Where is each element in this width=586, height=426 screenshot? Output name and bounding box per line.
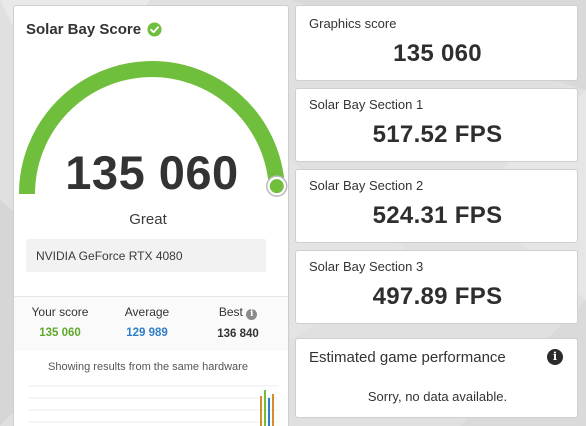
section-1-value: 517.52 FPS (372, 121, 503, 148)
section-3-value: 497.89 FPS (372, 283, 503, 310)
section-3-label: Solar Bay Section 3 (309, 259, 424, 274)
best-stat: Best i 136 840 (203, 305, 273, 340)
section-2-value: 524.31 FPS (372, 202, 503, 229)
graphics-score-card: Graphics score 135 060 (295, 5, 578, 81)
distribution-bar (268, 398, 270, 426)
no-data-message: Sorry, no data available. (367, 389, 508, 404)
graphics-score-value: 135 060 (393, 40, 482, 67)
section-1-card: Solar Bay Section 1 517.52 FPS (295, 88, 578, 162)
gauge-fill (19, 61, 285, 195)
section-1-label: Solar Bay Section 1 (309, 97, 424, 112)
best-label: Best (218, 305, 243, 319)
score-title-text: Solar Bay Score (26, 21, 142, 38)
score-title: Solar Bay Score (26, 21, 162, 38)
hardware-name[interactable]: NVIDIA GeForce RTX 4080 (26, 239, 266, 272)
score-rating: Great (129, 211, 167, 228)
gauge-knob-dot (269, 179, 284, 194)
your-score-stat: Your score 135 060 (26, 305, 94, 339)
average-stat: Average 129 989 (115, 305, 179, 339)
distribution-bar (272, 394, 274, 426)
estimated-game-performance-title: Estimated game performance (309, 349, 506, 366)
best-label-row: Best i (203, 305, 273, 320)
score-distribution-chart (28, 385, 278, 426)
your-score-value: 135 060 (39, 327, 81, 339)
section-2-label: Solar Bay Section 2 (309, 178, 424, 193)
score-comparison: Your score 135 060 Average 129 989 Best … (14, 296, 288, 351)
info-icon[interactable]: i (547, 349, 563, 365)
section-3-card: Solar Bay Section 3 497.89 FPS (295, 250, 578, 324)
distribution-bar (260, 396, 262, 426)
check-circle-icon (147, 22, 162, 37)
info-icon[interactable]: i (246, 309, 258, 320)
overall-score: 135 060 (65, 146, 239, 199)
best-value: 136 840 (217, 328, 259, 340)
average-label: Average (124, 305, 170, 319)
section-2-card: Solar Bay Section 2 524.31 FPS (295, 169, 578, 243)
estimated-game-performance-card: Estimated game performance i Sorry, no d… (295, 338, 578, 418)
your-score-label: Your score (31, 305, 89, 319)
average-value: 129 989 (126, 327, 168, 339)
graphics-score-label: Graphics score (309, 16, 397, 31)
same-hardware-note: Showing results from the same hardware (48, 361, 248, 373)
distribution-bar (264, 390, 266, 426)
score-card: Solar Bay Score 135 060 Great NVIDIA GeF… (13, 5, 289, 426)
score-gauge (19, 61, 288, 197)
